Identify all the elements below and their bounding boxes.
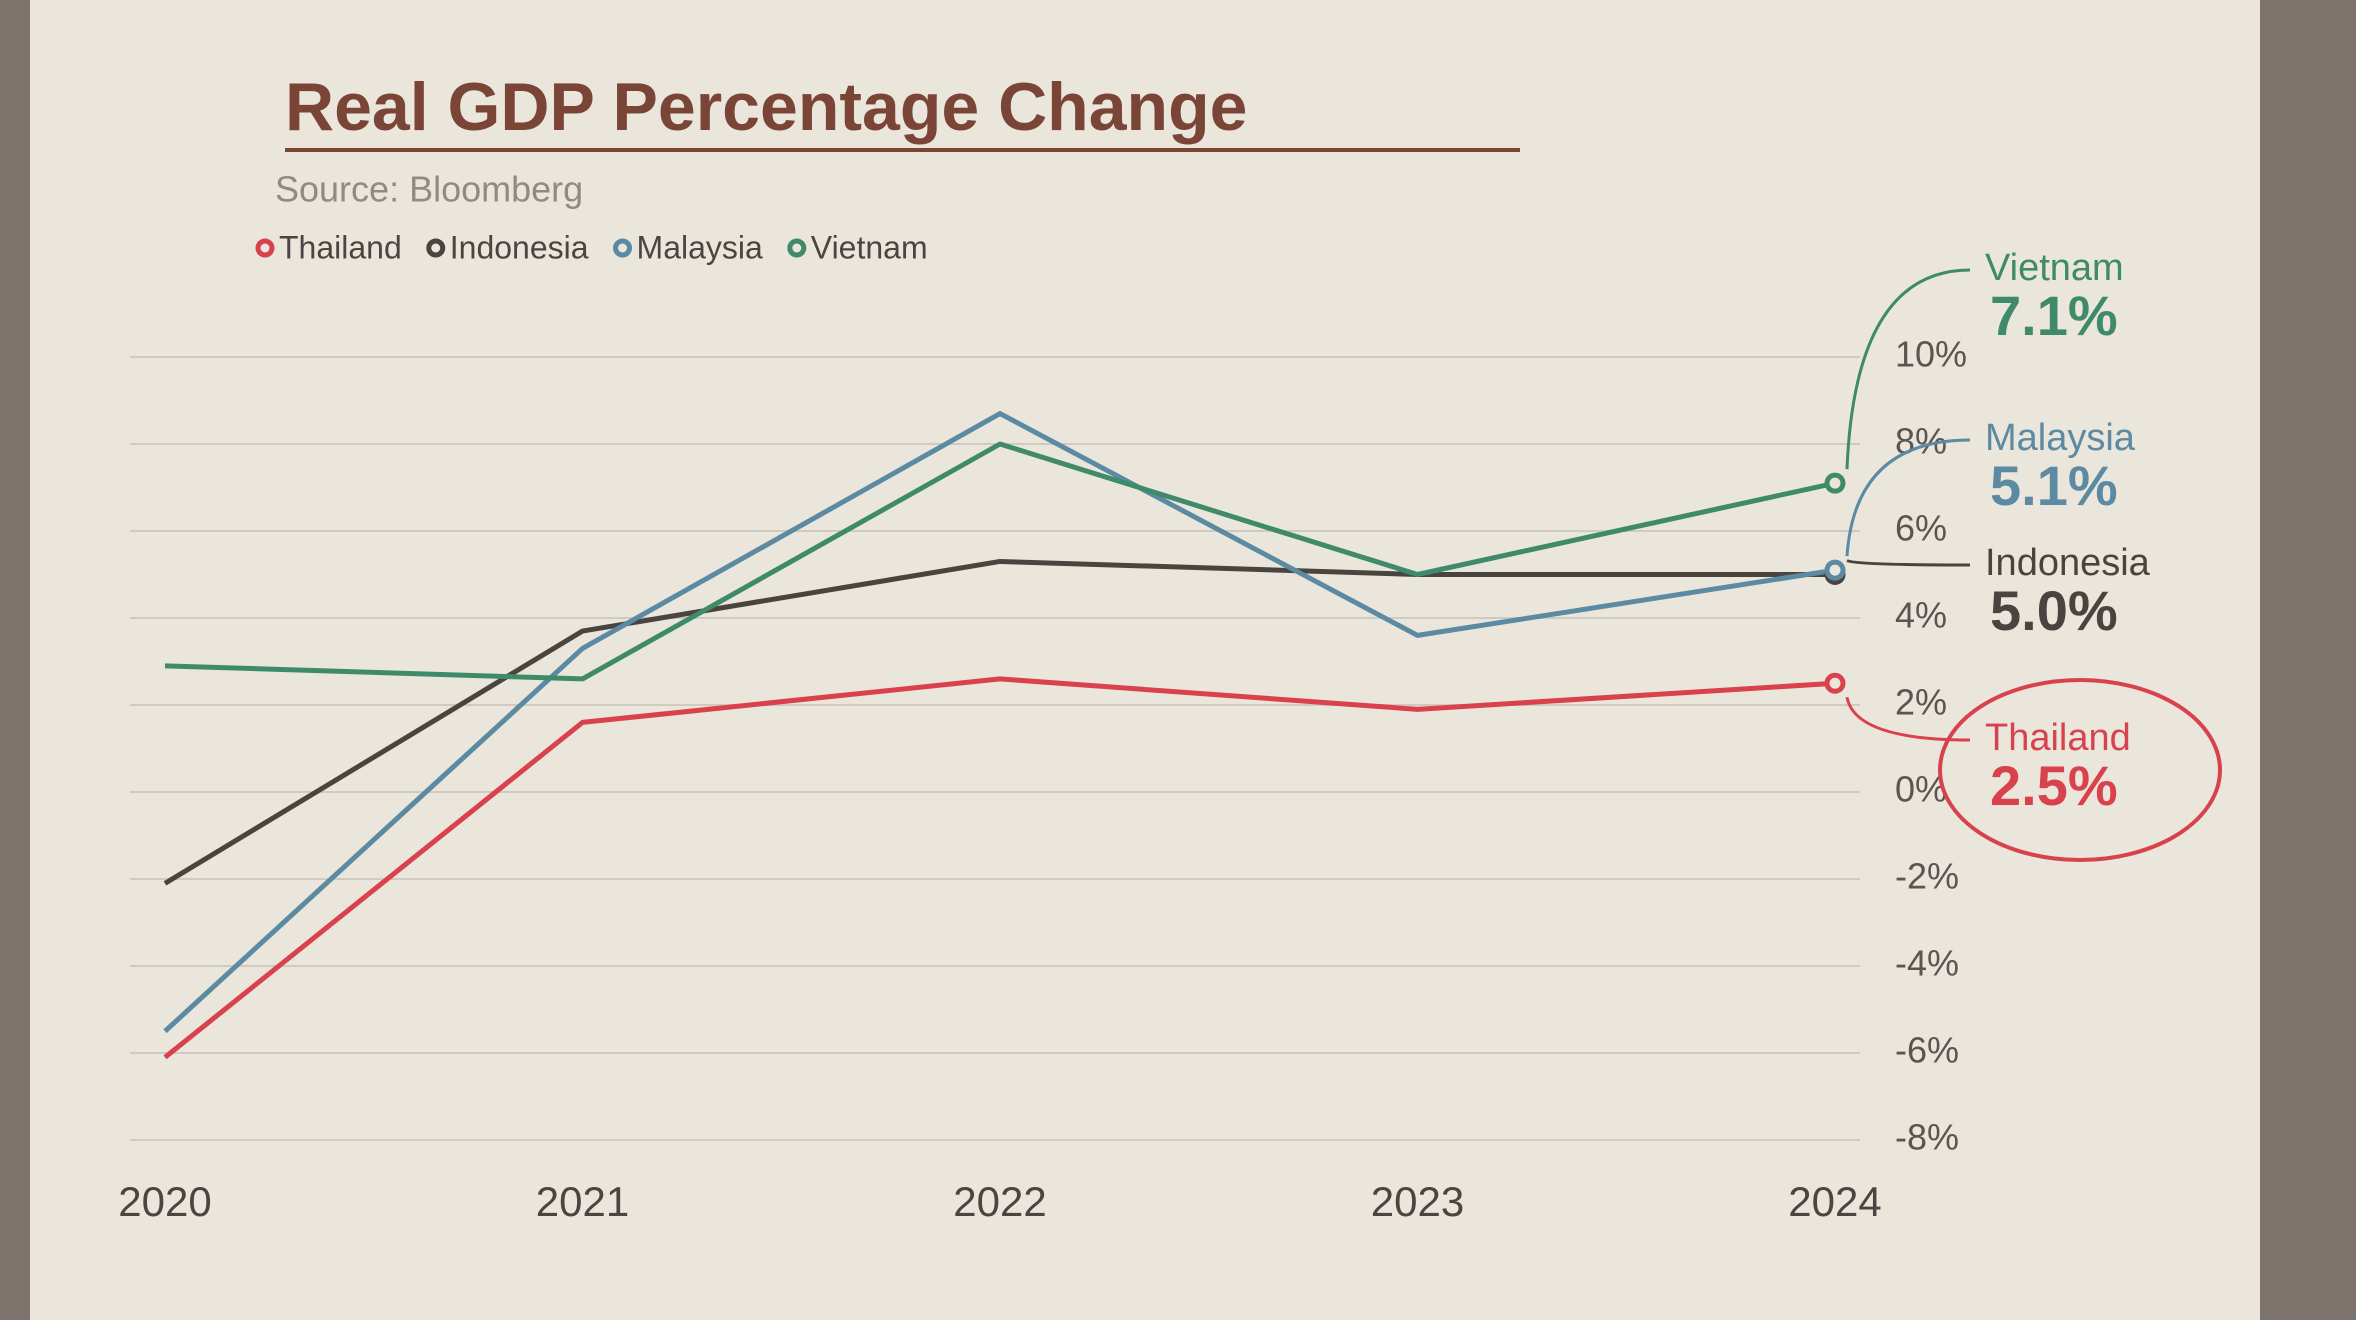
x-tick-label: 2024: [1788, 1178, 1881, 1225]
callout-name: Indonesia: [1985, 542, 2151, 584]
y-tick-label: -4%: [1895, 943, 1959, 984]
series-line: [163, 558, 1835, 886]
paper: [30, 0, 2260, 1320]
callout-name: Malaysia: [1985, 417, 2136, 459]
end-marker: [1824, 472, 1846, 494]
y-tick-label: 4%: [1895, 595, 1947, 636]
x-tick-label: 2023: [1371, 1178, 1464, 1225]
chart-title: Real GDP Percentage Change: [285, 69, 1247, 145]
callout-arrow: [1845, 696, 1971, 742]
end-marker: [1824, 559, 1846, 581]
legend-label: Indonesia: [450, 229, 589, 265]
callout-arrow: [1846, 559, 1971, 567]
callout-arrow: [1845, 268, 1971, 470]
legend-marker: [255, 238, 275, 258]
end-marker: [1824, 672, 1846, 694]
legend-marker: [787, 238, 807, 258]
callout-name: Thailand: [1985, 717, 2131, 759]
legend-label: Thailand: [279, 229, 402, 265]
x-tick-label: 2020: [118, 1178, 211, 1225]
legend-label: Malaysia: [637, 229, 763, 265]
legend-label: Vietnam: [811, 229, 928, 265]
series-line: [164, 441, 1836, 682]
y-tick-label: 6%: [1895, 508, 1947, 549]
y-tick-label: -8%: [1895, 1117, 1959, 1158]
callout-value: 7.1%: [1990, 284, 2118, 347]
x-tick-label: 2022: [953, 1178, 1046, 1225]
callout-circle: [1938, 678, 2222, 862]
series-line: [163, 676, 1836, 1060]
callout-name: Vietnam: [1985, 247, 2124, 289]
x-tick-label: 2021: [536, 1178, 629, 1225]
y-tick-label: -2%: [1895, 856, 1959, 897]
callout-value: 2.5%: [1990, 754, 2118, 817]
y-tick-label: 2%: [1895, 682, 1947, 723]
legend-marker: [613, 238, 633, 258]
callout-value: 5.0%: [1990, 579, 2118, 642]
chart-subtitle: Source: Bloomberg: [275, 169, 583, 210]
series-line: [163, 411, 1836, 1034]
callout-value: 5.1%: [1990, 454, 2118, 517]
callout-arrow: [1845, 438, 1971, 557]
y-tick-label: 10%: [1895, 334, 1967, 375]
legend-marker: [426, 238, 446, 258]
y-tick-label: -6%: [1895, 1030, 1959, 1071]
